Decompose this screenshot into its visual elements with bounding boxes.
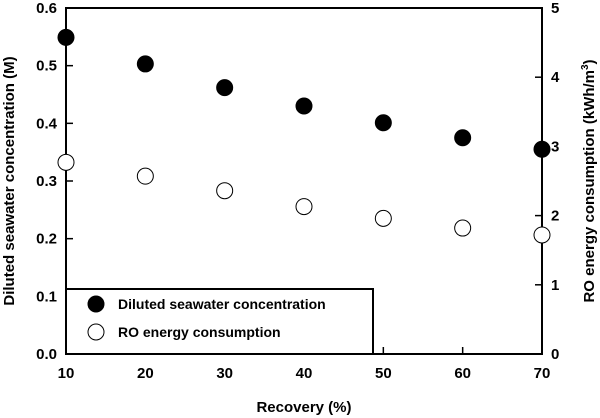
points-layer <box>57 28 551 244</box>
y-right-tick-label: 2 <box>551 208 559 225</box>
y-left-axis-title: Diluted seawater concentration (M) <box>1 56 18 305</box>
legend-marker-energy <box>87 323 105 341</box>
energy-point <box>216 182 234 200</box>
y-left-tick-label: 0.6 <box>36 0 57 17</box>
energy-point <box>136 167 154 185</box>
x-axis-title: Recovery (%) <box>256 399 351 416</box>
y-left-tick-label: 0.5 <box>36 58 57 75</box>
x-tick-label: 50 <box>375 365 392 382</box>
y-right-tick-label: 4 <box>551 69 560 86</box>
energy-point <box>57 153 75 171</box>
legend-label-concentration: Diluted seawater concentration <box>118 296 326 312</box>
y-left-tick-label: 0.2 <box>36 231 57 248</box>
x-tick-label: 20 <box>137 365 154 382</box>
concentration-point <box>136 55 154 73</box>
y-left-tick-label: 0.0 <box>36 346 57 363</box>
y-left-tick-label: 0.1 <box>36 288 57 305</box>
x-tick-label: 10 <box>58 365 75 382</box>
legend-label-energy: RO energy consumption <box>118 324 281 340</box>
y-right-tick-label: 0 <box>551 346 559 363</box>
y-right-axis-title-close: ) <box>581 59 598 64</box>
y-left-tick-label: 0.3 <box>36 173 57 190</box>
energy-point <box>295 198 313 216</box>
concentration-point <box>533 140 551 158</box>
x-tick-label: 60 <box>454 365 471 382</box>
concentration-point <box>216 79 234 97</box>
x-tick-label: 70 <box>534 365 551 382</box>
concentration-point <box>374 114 392 132</box>
concentration-point <box>454 129 472 147</box>
energy-point <box>454 219 472 237</box>
energy-point <box>533 226 551 244</box>
x-tick-label: 40 <box>296 365 313 382</box>
y-right-axis-title: RO energy consumption (kWh/m3) <box>580 59 598 302</box>
y-right-axis-title-superscript: 3 <box>580 64 591 70</box>
legend: Diluted seawater concentration RO energy… <box>65 288 374 355</box>
x-tick-label: 30 <box>216 365 233 382</box>
y-right-tick-label: 3 <box>551 138 559 155</box>
concentration-point <box>295 97 313 115</box>
y-right-tick-label: 1 <box>551 277 559 294</box>
y-right-tick-label: 5 <box>551 0 559 17</box>
y-left-tick-label: 0.4 <box>36 115 58 132</box>
y-right-axis-title-main: RO energy consumption (kWh/m <box>581 70 598 303</box>
legend-marker-concentration <box>87 295 105 313</box>
concentration-point <box>57 28 75 46</box>
energy-point <box>374 209 392 227</box>
legend-box <box>65 288 374 355</box>
